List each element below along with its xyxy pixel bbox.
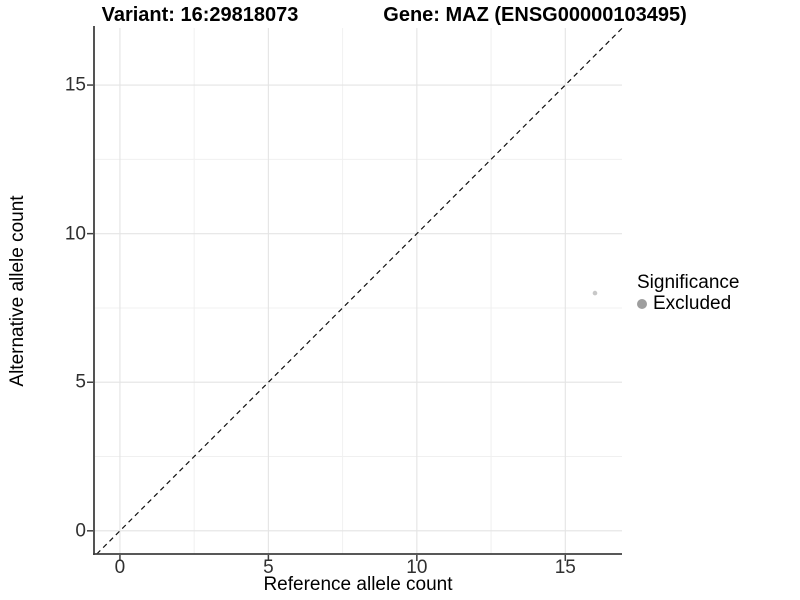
y-tick-label: 10	[64, 223, 86, 245]
identity-dashed-line	[96, 27, 623, 555]
legend-title: Significance	[637, 272, 740, 293]
y-tick-label: 15	[64, 74, 86, 96]
excluded-point-icon	[637, 298, 647, 309]
y-axis-label: Alternative allele count	[7, 195, 28, 387]
legend-item-excluded: Excluded	[637, 293, 739, 314]
data-point-excluded	[592, 290, 598, 296]
legend: Significance Excluded	[637, 272, 739, 314]
x-tick-label: 10	[406, 557, 428, 578]
plot-title-gene: Gene: MAZ (ENSG00000103495)	[383, 4, 687, 26]
x-tick-label: 5	[263, 557, 274, 578]
legend-key	[637, 298, 650, 309]
y-tick-label: 5	[75, 371, 86, 393]
x-axis-label: Reference allele count	[263, 574, 453, 595]
x-tick-label: 0	[114, 557, 126, 578]
y-tick-label: 0	[75, 520, 86, 542]
plot-title-variant: Variant: 16:29818073	[101, 4, 299, 26]
x-tick-label: 15	[554, 557, 576, 578]
legend-item-label: Excluded	[653, 292, 732, 314]
